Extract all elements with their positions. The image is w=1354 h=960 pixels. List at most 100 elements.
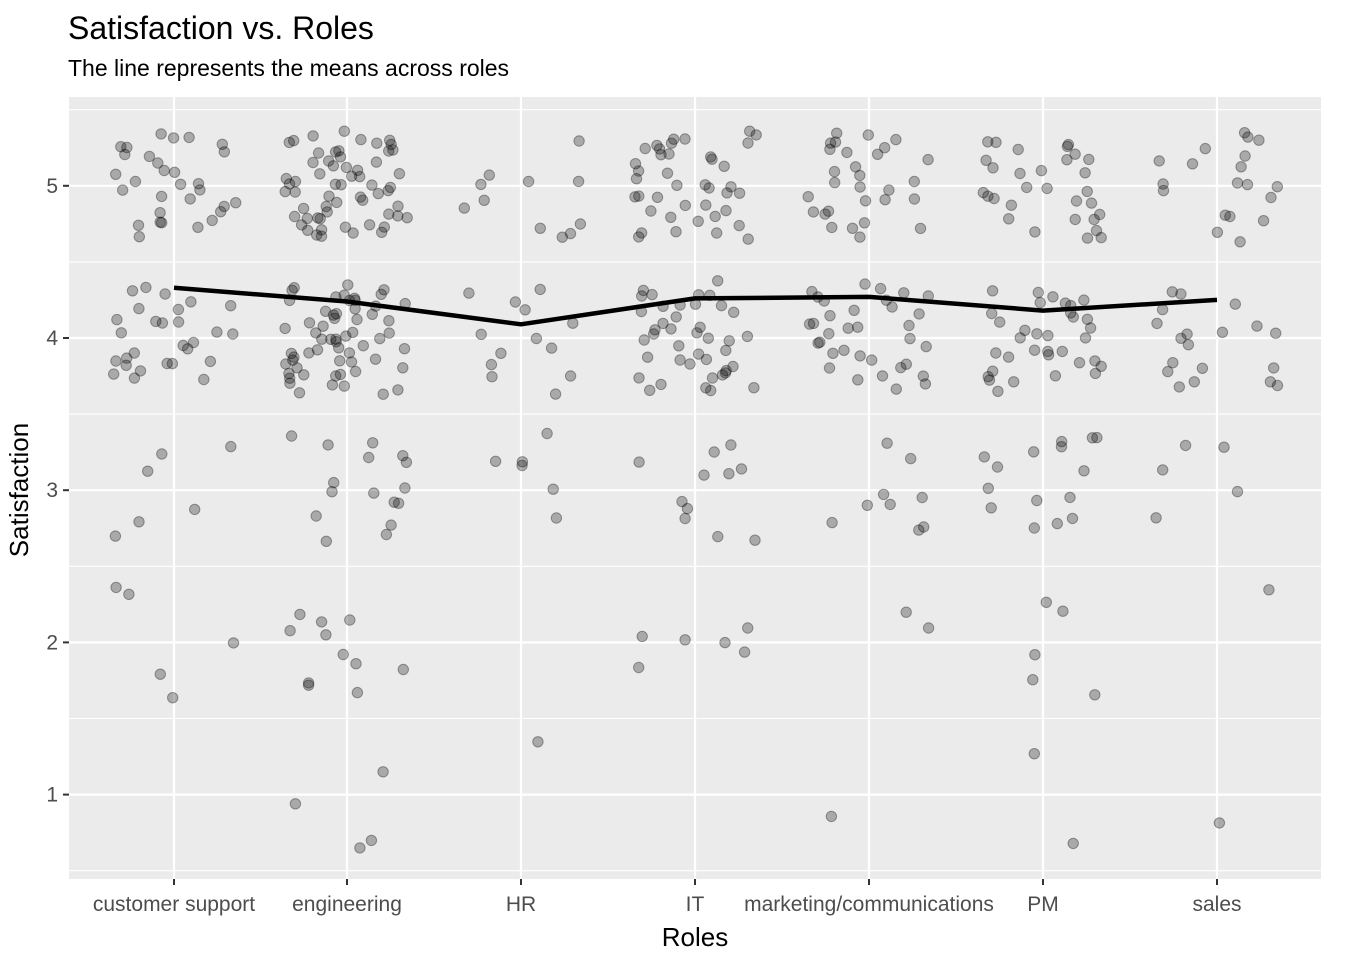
data-point <box>829 176 841 189</box>
data-point <box>1089 355 1101 367</box>
data-point <box>629 158 642 170</box>
data-point <box>330 336 342 348</box>
data-points <box>108 125 1284 854</box>
data-point <box>1042 329 1054 342</box>
data-point <box>401 212 413 224</box>
data-point <box>1238 127 1251 139</box>
data-point <box>156 217 168 229</box>
x-tick-label: marketing/communications <box>744 893 994 916</box>
data-point <box>1055 441 1068 453</box>
data-point <box>890 383 902 395</box>
data-point <box>302 679 315 691</box>
data-point <box>117 184 129 196</box>
data-point <box>635 227 648 239</box>
data-point <box>1156 303 1169 316</box>
data-point <box>1034 296 1046 309</box>
data-point <box>323 190 335 202</box>
data-point <box>294 608 306 621</box>
x-axis-title: Roles <box>662 922 728 952</box>
data-point <box>284 377 296 389</box>
data-point <box>922 153 934 166</box>
data-point <box>154 668 167 680</box>
data-point <box>633 231 645 243</box>
data-point <box>534 222 546 235</box>
data-point <box>295 219 308 231</box>
data-point <box>337 648 349 661</box>
data-point <box>329 146 342 158</box>
data-point <box>1157 184 1170 197</box>
data-point <box>900 358 912 370</box>
data-point <box>982 136 994 148</box>
data-point <box>156 448 168 460</box>
data-point <box>842 322 854 334</box>
data-point <box>342 279 354 291</box>
data-point <box>288 210 301 223</box>
data-point <box>283 178 296 190</box>
data-point <box>128 372 141 384</box>
data-point <box>670 311 682 323</box>
data-point <box>641 351 654 363</box>
data-point <box>1042 345 1054 358</box>
data-point <box>564 227 577 240</box>
data-point <box>1157 464 1169 476</box>
data-point <box>827 347 839 359</box>
data-point <box>1032 286 1045 299</box>
data-point <box>1151 317 1163 330</box>
data-point <box>922 622 935 634</box>
data-point <box>322 439 334 451</box>
data-point <box>1231 177 1244 189</box>
data-point <box>705 384 717 397</box>
data-point <box>645 205 657 217</box>
data-point <box>629 191 641 203</box>
data-point <box>705 151 717 163</box>
data-point <box>133 302 145 315</box>
data-point <box>320 629 332 641</box>
data-point <box>519 304 531 316</box>
data-point <box>1041 182 1053 195</box>
data-point <box>516 456 529 468</box>
data-point <box>679 199 691 212</box>
data-point <box>884 498 896 511</box>
data-point <box>719 636 731 649</box>
data-point <box>812 337 824 349</box>
data-point <box>155 128 167 140</box>
data-point <box>227 328 239 340</box>
data-point <box>1014 167 1026 180</box>
data-point <box>1179 439 1192 452</box>
data-point <box>1253 134 1265 146</box>
data-point <box>978 451 990 463</box>
data-point <box>1028 522 1041 534</box>
data-point <box>121 141 133 154</box>
data-point <box>728 306 740 318</box>
data-point <box>807 206 820 218</box>
data-point <box>1095 360 1107 372</box>
data-point <box>633 372 645 384</box>
data-point <box>302 224 314 237</box>
data-point <box>330 370 342 382</box>
data-point <box>633 456 645 468</box>
data-point <box>681 502 694 515</box>
data-point <box>297 202 310 215</box>
data-point <box>849 161 862 173</box>
data-point <box>485 358 498 371</box>
data-point <box>1002 351 1015 363</box>
data-point <box>727 360 739 373</box>
data-point <box>1057 605 1069 617</box>
data-point <box>663 148 675 160</box>
data-point <box>397 663 409 676</box>
data-point <box>387 144 399 156</box>
data-point <box>279 322 291 335</box>
data-point <box>665 323 677 335</box>
data-point <box>380 528 393 541</box>
data-point <box>665 211 677 224</box>
data-point <box>285 430 298 442</box>
data-point <box>881 437 893 449</box>
data-point <box>378 284 390 296</box>
data-point <box>1239 150 1251 162</box>
data-point <box>1263 584 1275 596</box>
data-point <box>392 384 404 396</box>
data-point <box>1081 232 1094 244</box>
data-point <box>1196 362 1209 374</box>
data-point <box>384 181 397 194</box>
data-point <box>1229 298 1242 310</box>
